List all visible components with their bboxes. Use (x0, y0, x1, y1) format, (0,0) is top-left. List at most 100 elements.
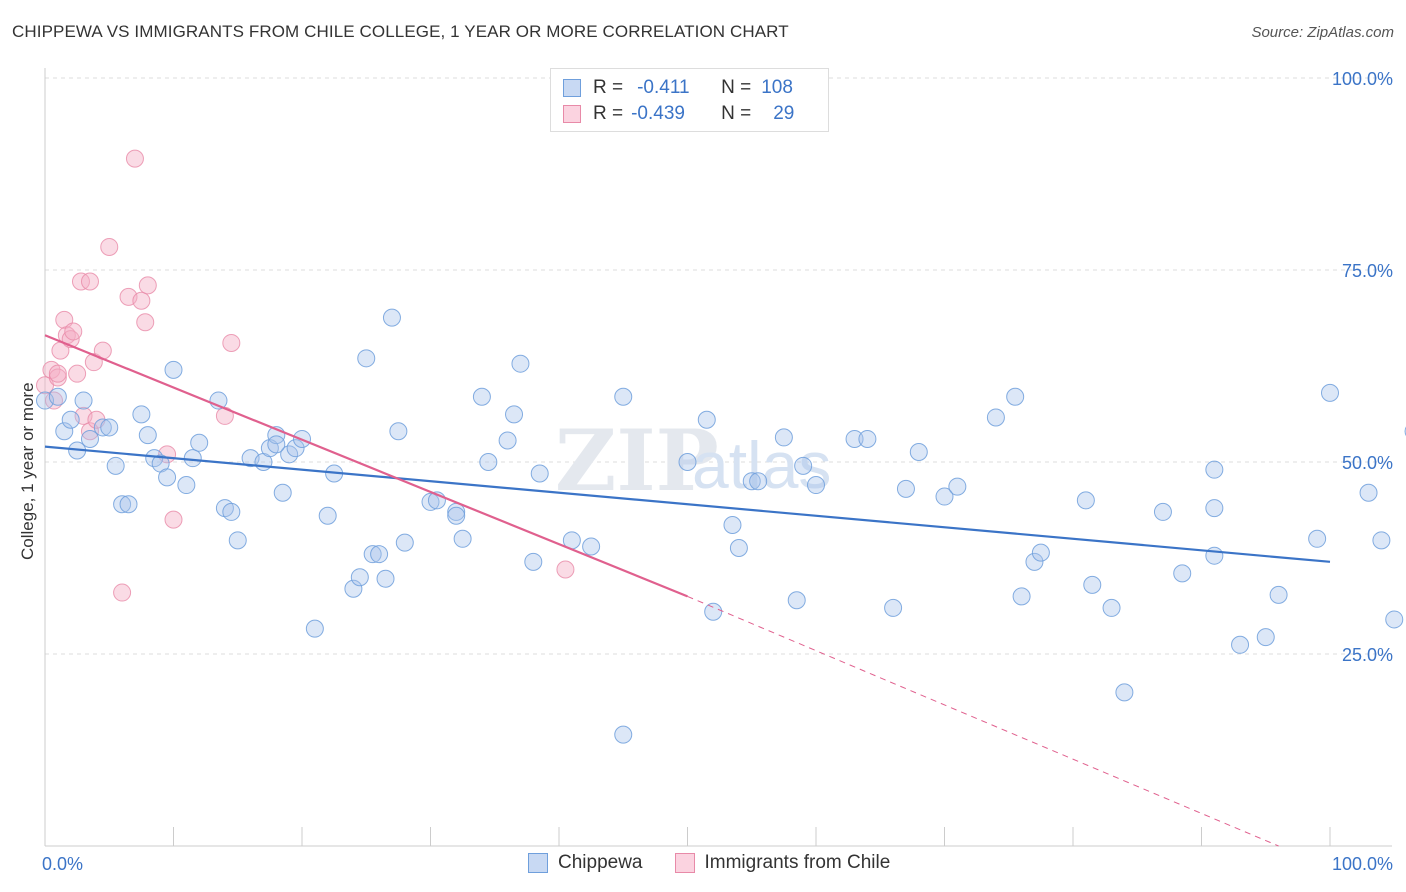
chippewa-point (582, 537, 601, 556)
chile-trend-line (44, 334, 688, 598)
chippewa-point (286, 439, 305, 458)
chippewa-point (723, 515, 742, 534)
chile-point (125, 149, 144, 168)
legend-label-chippewa: Chippewa (558, 852, 643, 873)
chippewa-point (704, 602, 723, 621)
n-label: N = (721, 103, 752, 124)
chippewa-point (1321, 383, 1339, 402)
chile-point (100, 237, 119, 256)
chippewa-point (382, 308, 401, 327)
chart-title: CHIPPEWA VS IMMIGRANTS FROM CHILE COLLEG… (12, 22, 789, 41)
y-tick-label: 100.0% (1332, 69, 1393, 89)
chippewa-point (113, 495, 132, 514)
chippewa-point (935, 487, 954, 506)
chippewa-point (48, 387, 67, 406)
chippewa-point (177, 476, 196, 495)
chippewa-point (858, 429, 877, 448)
chippewa-point (267, 435, 286, 454)
chippewa-point (498, 431, 517, 450)
chippewa-point (986, 408, 1005, 427)
legend-swatch-chile (674, 853, 695, 873)
chippewa-point (1205, 460, 1224, 479)
n-label: N = (721, 77, 752, 98)
chippewa-point (1205, 499, 1224, 518)
chile-point (48, 364, 67, 383)
legend-label-chile: Immigrants from Chile (704, 852, 891, 873)
chile-point (64, 322, 83, 341)
chippewa-point (479, 453, 498, 471)
chile-point (556, 560, 575, 579)
chippewa-point (80, 429, 99, 448)
chippewa-point (190, 433, 209, 452)
chippewa-point (697, 410, 716, 429)
x-tick-label: 100.0% (1332, 854, 1393, 874)
chippewa-point (794, 456, 813, 475)
chippewa-point (183, 449, 202, 468)
chippewa-point (530, 464, 549, 483)
stats-box: R = -0.411 N = 108 R = -0.439 N = 29 (550, 68, 829, 132)
chippewa-point (807, 476, 825, 495)
chippewa-point (948, 477, 967, 496)
chile-point (68, 364, 87, 383)
legend: Chippewa Immigrants from Chile (528, 852, 890, 874)
chile-point (222, 333, 241, 352)
chippewa-point (472, 387, 491, 406)
chippewa-point (524, 552, 543, 571)
chippewa-point (222, 502, 241, 521)
chippewa-point (1269, 585, 1288, 604)
chile-point (138, 276, 157, 295)
chippewa-point (1012, 587, 1031, 606)
chippewa-point (363, 545, 382, 564)
chippewa-point (1256, 628, 1275, 647)
chippewa-point (1372, 531, 1391, 550)
chippewa-point (318, 506, 337, 525)
gridlines (45, 77, 1392, 655)
chippewa-point (395, 533, 414, 552)
chippewa-point (1359, 483, 1378, 502)
chile-point (132, 291, 151, 310)
chile-trend-extension (687, 595, 1279, 847)
chippewa-point (447, 506, 466, 525)
y-tick-label: 25.0% (1342, 645, 1393, 665)
chippewa-point (138, 426, 157, 445)
chippewa-point (421, 492, 440, 511)
chippewa-point (1308, 529, 1327, 548)
tick-labels: 25.0% 50.0% 75.0% 100.0% 0.0% 100.0% (42, 69, 1393, 874)
watermark-atlas: atlas (692, 428, 831, 502)
chippewa-point (729, 539, 748, 558)
chile-point (113, 583, 132, 602)
chippewa-point (1102, 598, 1121, 617)
source-label: Source: ZipAtlas.com (1251, 24, 1394, 41)
axes (44, 68, 1392, 847)
y-tick-label: 50.0% (1342, 453, 1393, 473)
y-tick-label: 75.0% (1342, 261, 1393, 281)
chippewa-point (344, 579, 363, 598)
chippewa-point (273, 483, 292, 502)
chippewa-point (228, 531, 247, 550)
r-label: R = (593, 77, 624, 98)
chile-point (48, 368, 67, 387)
chippewa-point (1385, 610, 1404, 629)
chippewa-point (93, 418, 112, 437)
chippewa-point (164, 360, 183, 379)
chippewa-point (1031, 543, 1050, 562)
chippewa-point (376, 569, 395, 588)
chippewa-point (357, 349, 376, 368)
r-label: R = (593, 103, 624, 124)
stats-row-chippewa: R = -0.411 N = 108 (563, 76, 793, 100)
chippewa-point (614, 387, 633, 406)
chippewa-point (350, 568, 369, 587)
chippewa-point (55, 422, 74, 441)
chippewa-point (1173, 564, 1192, 583)
chippewa-point (1006, 387, 1025, 406)
chippewa-point (742, 472, 761, 491)
chippewa-point (305, 619, 324, 638)
chippewa-point (132, 405, 151, 424)
stats-row-chile: R = -0.439 N = 29 (563, 102, 794, 126)
chippewa-point (678, 453, 697, 471)
n-value: 108 (761, 77, 793, 98)
stats-swatch-chile (563, 105, 581, 123)
watermark: ZIP atlas (555, 411, 831, 510)
chippewa-point (749, 472, 768, 491)
